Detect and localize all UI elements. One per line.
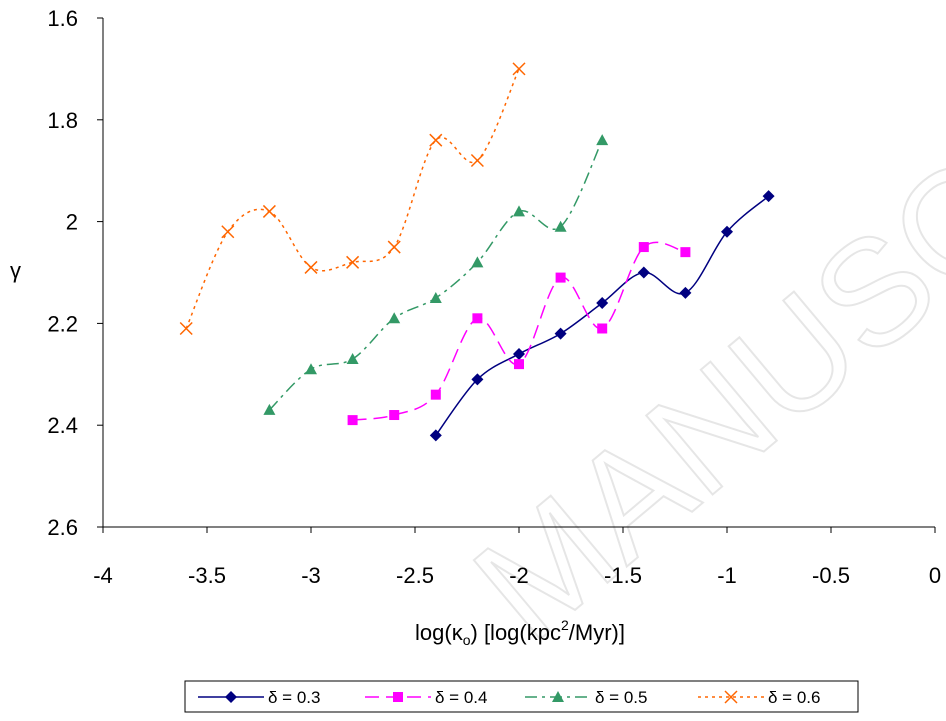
legend-marker-x — [724, 690, 738, 704]
y-tick-label: 2.6 — [47, 515, 78, 540]
legend-marker-square — [393, 692, 403, 702]
data-point-triangle — [429, 291, 442, 303]
x-axis-title-superscript: 2 — [561, 617, 569, 633]
data-point-square — [472, 313, 483, 324]
x-axis-title: log(κo) [log(kpc2/Myr)] — [415, 617, 625, 648]
data-point-triangle — [263, 403, 276, 415]
x-axis-title-part3: /Myr)] — [569, 620, 625, 645]
data-point-triangle — [346, 353, 359, 365]
legend-label: δ = 0.5 — [595, 688, 647, 707]
series-line-2 — [352, 241, 686, 421]
legend-marker-triangle — [552, 691, 564, 702]
data-point-square — [430, 389, 441, 400]
data-point-diamond — [762, 190, 775, 203]
y-tick-label: 1.6 — [47, 6, 78, 31]
legend-label: δ = 0.4 — [435, 688, 487, 707]
axes: 1.6 1.8 2 2.2 2.4 2.6 -4 -3.5 -3 -2.5 -2 -1.5 -1 -0.5… — [47, 6, 941, 588]
data-point-diamond — [637, 266, 650, 279]
series-line-3 — [268, 139, 603, 411]
data-point-square — [555, 272, 566, 283]
x-tick-label: -1 — [717, 563, 737, 588]
x-axis-title-part2: ) [log(kpc — [471, 620, 561, 645]
legend-label: δ = 0.6 — [768, 688, 820, 707]
x-tick-label: -2 — [509, 563, 529, 588]
y-tick-label: 2.2 — [47, 311, 78, 336]
data-point-x — [470, 153, 484, 168]
data-point-diamond — [471, 373, 484, 386]
data-point-diamond — [721, 225, 733, 238]
data-point-triangle — [554, 220, 567, 232]
legend-marker-diamond — [225, 691, 237, 703]
x-tick-label: -2.5 — [396, 563, 434, 588]
data-point-x — [262, 204, 276, 218]
x-tick-label: 0 — [929, 563, 941, 588]
data-point-triangle — [388, 312, 401, 324]
data-point-triangle — [513, 205, 525, 217]
legend-box — [184, 680, 859, 713]
data-point-diamond — [679, 286, 692, 299]
data-point-square — [597, 323, 608, 334]
y-tick-label: 1.8 — [47, 108, 78, 133]
y-tick-label: 2.4 — [47, 413, 78, 438]
data-point-diamond — [513, 347, 525, 360]
x-tick-label: -0.5 — [812, 563, 850, 588]
x-tick-label: -4 — [93, 563, 113, 588]
data-point-triangle — [596, 134, 609, 146]
y-tick-label: 2 — [66, 210, 78, 235]
series-line-4 — [185, 68, 520, 329]
x-tick-label: -3.5 — [188, 563, 226, 588]
data-point-square — [514, 359, 524, 370]
data-point-x — [429, 133, 443, 147]
legend: δ = 0.3 δ = 0.4 δ = 0.5 δ = 0.6 — [184, 680, 859, 713]
data-point-square — [347, 415, 358, 426]
data-point-x — [387, 240, 401, 254]
data-point-square — [389, 410, 400, 421]
data-point-x — [221, 225, 235, 239]
data-point-x — [512, 62, 526, 76]
data-point-diamond — [429, 429, 442, 442]
series-lines — [179, 62, 775, 442]
data-point-x — [304, 260, 318, 274]
x-tick-label: -1.5 — [604, 563, 642, 588]
data-point-triangle — [471, 256, 484, 268]
legend-label: δ = 0.3 — [268, 688, 320, 707]
x-tick-label: -3 — [301, 563, 321, 588]
data-point-x — [179, 321, 193, 336]
data-point-diamond — [554, 327, 567, 340]
data-point-triangle — [305, 363, 317, 375]
data-point-x — [346, 255, 360, 269]
x-axis-title-part1: log(κ — [415, 620, 464, 645]
data-point-diamond — [596, 297, 609, 310]
x-axis-title-subscript: o — [463, 632, 471, 648]
y-axis-title: γ — [10, 258, 21, 283]
data-point-square — [680, 247, 691, 258]
data-point-square — [638, 242, 649, 253]
